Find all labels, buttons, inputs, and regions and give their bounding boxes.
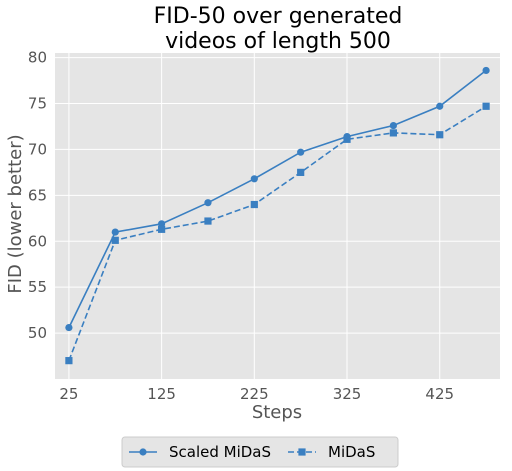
y-axis-label: FID (lower better) [5,134,26,293]
data-point [65,357,73,365]
x-tick-label: 325 [333,385,362,403]
series-line [68,69,487,328]
legend: Scaled MiDaS MiDaS [121,436,399,468]
legend-label: MiDaS [328,443,375,461]
data-point [111,236,119,244]
data-point [482,66,490,75]
y-tick-label: 80 [28,49,47,67]
data-point [158,225,166,233]
plot-area [55,53,500,379]
data-point [250,200,258,209]
data-point [204,217,212,225]
chart-title-line-2: videos of length 500 [165,29,391,54]
y-tick-label: 50 [28,324,47,342]
x-axis-label: Steps [252,402,302,423]
legend-label: Scaled MiDaS [169,443,271,461]
legend-item: MiDaS [288,443,375,461]
series-layer [65,66,490,365]
legend-item: Scaled MiDaS [129,443,271,461]
y-tick-label: 70 [28,140,47,158]
y-tick-label: 60 [28,232,47,250]
data-point [436,102,444,110]
series-line [68,105,487,361]
data-point [111,228,119,236]
data-point [436,131,444,139]
data-point [482,102,490,110]
x-tick-labels: 25 125 225 325 425 [59,385,454,403]
y-tick-label: 75 [28,95,47,113]
data-point [297,148,305,156]
data-point [389,129,397,137]
x-tick-label: 225 [240,385,269,403]
y-tick-label: 55 [28,278,47,296]
data-point [204,199,212,207]
y-tick-labels: 50 55 60 65 70 75 80 [28,49,47,342]
data-point [158,220,166,228]
legend-box [121,436,399,468]
data-point [250,175,258,183]
data-point [297,168,305,176]
x-tick-label: 25 [59,385,78,403]
x-tick-label: 425 [425,385,454,403]
data-point [389,121,397,130]
y-tick-label: 65 [28,186,47,204]
data-point [343,135,351,143]
series-midas [65,102,490,365]
legend-marker [298,448,306,456]
data-point [65,323,73,332]
legend-marker [139,448,147,456]
x-tick-label: 125 [147,385,176,403]
chart-title-line-1: FID-50 over generated [154,4,403,29]
